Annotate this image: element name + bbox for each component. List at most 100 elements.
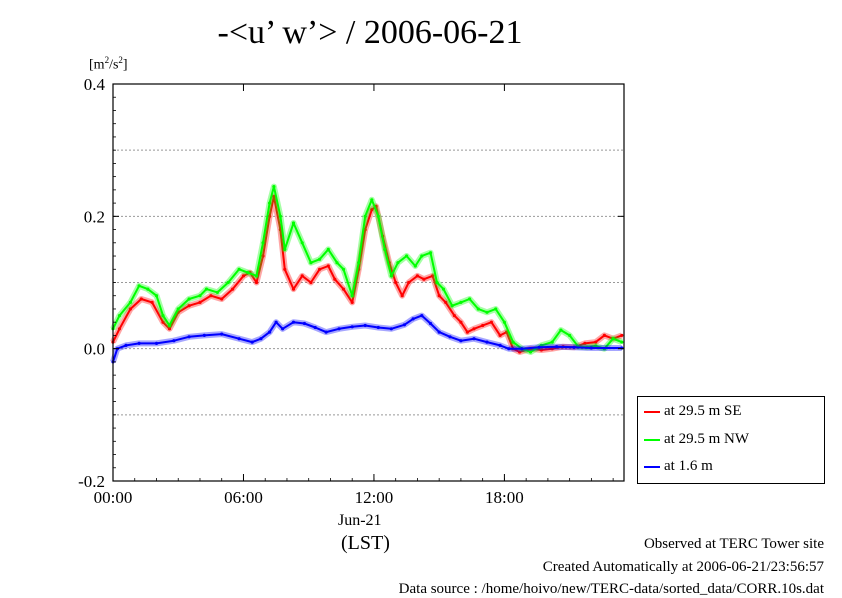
series-2-point-14 xyxy=(281,327,285,331)
series-0-point-18 xyxy=(272,194,276,199)
footer-source: Data source : /home/hoivo/new/TERC-data/… xyxy=(398,581,824,597)
legend-swatch-1-6m xyxy=(644,465,660,468)
series-1-point-13 xyxy=(226,280,230,285)
series-2-point-34 xyxy=(507,347,511,351)
footer-created: Created Automatically at 2006-06-21/23:5… xyxy=(542,559,824,575)
series-1-point-31 xyxy=(363,214,367,218)
series-2-point-12 xyxy=(268,330,272,334)
series-1-point-24 xyxy=(309,261,313,265)
series-0-point-60 xyxy=(602,333,607,337)
x-tick-label-0: 00:00 xyxy=(94,488,133,507)
chart-title: -<u’ w’> / 2006-06-21 xyxy=(217,14,523,51)
series-1-point-23 xyxy=(300,241,304,245)
series-1-point-30 xyxy=(357,261,361,265)
series-2-point-33 xyxy=(498,343,502,347)
axis-layer: -0.2 0.0 0.2 0.4 00:00 06:00 12:00 18:00 xyxy=(78,75,625,507)
series-1-point-36 xyxy=(396,261,400,265)
series-2-point-19 xyxy=(337,327,341,331)
series-1-point-40 xyxy=(428,251,433,255)
series-2-point-2 xyxy=(124,343,128,347)
series-0-point-40 xyxy=(431,274,435,278)
series-0-point-46 xyxy=(472,327,476,331)
x-tick-label-3: 18:00 xyxy=(485,488,524,507)
series-2-point-28 xyxy=(437,330,441,334)
footer-site: Observed at TERC Tower site xyxy=(643,536,824,552)
series-0-point-38 xyxy=(415,274,419,278)
series-0-point-55 xyxy=(550,347,554,351)
series-0-point-23 xyxy=(309,280,313,285)
series-1-point-20 xyxy=(278,214,282,218)
series-2-point-31 xyxy=(472,337,476,341)
legend-label-se: at 29.5 m SE xyxy=(664,403,742,420)
series-1-point-55 xyxy=(559,328,563,332)
series-1-point-4 xyxy=(146,287,150,291)
series-1-point-38 xyxy=(413,264,417,268)
chart-legend: at 29.5 m SE at 29.5 m NW at 1.6 m xyxy=(637,396,825,484)
series-1-point-25 xyxy=(318,257,322,261)
series-1-point-6 xyxy=(161,314,165,318)
series-2-point-7 xyxy=(202,333,206,337)
series-2-point-3 xyxy=(137,341,141,345)
y-tick-label-1: 0.0 xyxy=(84,340,105,359)
series-2-point-27 xyxy=(428,321,433,326)
series-1-point-12 xyxy=(215,290,219,294)
series-2-point-20 xyxy=(350,325,354,329)
series-1-point-28 xyxy=(341,267,346,271)
series-1-point-45 xyxy=(468,297,472,301)
series-0-point-54 xyxy=(539,348,544,352)
legend-label-1-6m: at 1.6 m xyxy=(664,458,713,475)
series-0-point-10 xyxy=(209,294,213,298)
series-2-point-25 xyxy=(411,317,415,321)
series-2-point-22 xyxy=(376,325,380,330)
series-2-point-8 xyxy=(220,332,224,336)
series-1-point-49 xyxy=(502,320,506,324)
series-1-point-32 xyxy=(370,198,374,202)
series-2-point-39 xyxy=(589,346,594,350)
series-2-point-10 xyxy=(250,340,254,344)
series-2-point-11 xyxy=(259,337,263,341)
series-2-point-6 xyxy=(187,335,191,339)
series-1-point-1 xyxy=(117,314,122,318)
series-1-point-47 xyxy=(485,310,489,314)
series-0-point-21 xyxy=(291,287,296,291)
series-2-point-37 xyxy=(555,345,559,349)
y-tick-label-2: 0.2 xyxy=(84,207,105,226)
series-1-point-35 xyxy=(389,274,393,278)
grid-layer xyxy=(113,149,624,416)
series-1-point-33 xyxy=(376,214,380,218)
series-0-point-13 xyxy=(241,274,246,278)
series-0-point-27 xyxy=(341,287,346,291)
legend-item-1-6m: at 1.6 m xyxy=(644,458,713,478)
series-0-point-47 xyxy=(481,323,485,328)
x-axis-date-label: Jun-21 xyxy=(338,512,382,529)
series-0-point-52 xyxy=(518,350,522,354)
series-2-point-15 xyxy=(291,320,296,324)
series-1-point-10 xyxy=(198,294,202,298)
x-tick-label-1: 06:00 xyxy=(224,488,263,507)
series-0-point-45 xyxy=(465,330,469,334)
series-2-point-35 xyxy=(520,347,524,351)
series-2-point-5 xyxy=(172,339,176,343)
series-1-point-9 xyxy=(187,297,191,301)
series-1-point-46 xyxy=(476,307,480,311)
series-0-point-43 xyxy=(452,314,456,318)
series-halo-2 xyxy=(110,312,622,363)
series-2-point-17 xyxy=(313,325,317,330)
series-2-point-18 xyxy=(324,330,328,334)
series-0-point-5 xyxy=(161,320,165,324)
series-0-point-31 xyxy=(370,208,374,212)
series-1-point-8 xyxy=(176,307,180,311)
series-0-point-20 xyxy=(283,267,287,271)
series-0-point-15 xyxy=(254,280,259,285)
series-2-point-38 xyxy=(572,345,576,349)
series-1-point-52 xyxy=(528,350,533,354)
series-0-point-4 xyxy=(150,300,154,304)
series-0-point-49 xyxy=(498,333,502,337)
legend-swatch-se xyxy=(644,410,660,413)
series-0-point-17 xyxy=(268,214,272,218)
series-0-point-39 xyxy=(422,277,426,281)
series-2-point-30 xyxy=(459,339,463,343)
series-1-point-34 xyxy=(383,247,387,251)
series-1-point-59 xyxy=(594,344,598,348)
y-tick-label-3: 0.4 xyxy=(84,75,106,94)
